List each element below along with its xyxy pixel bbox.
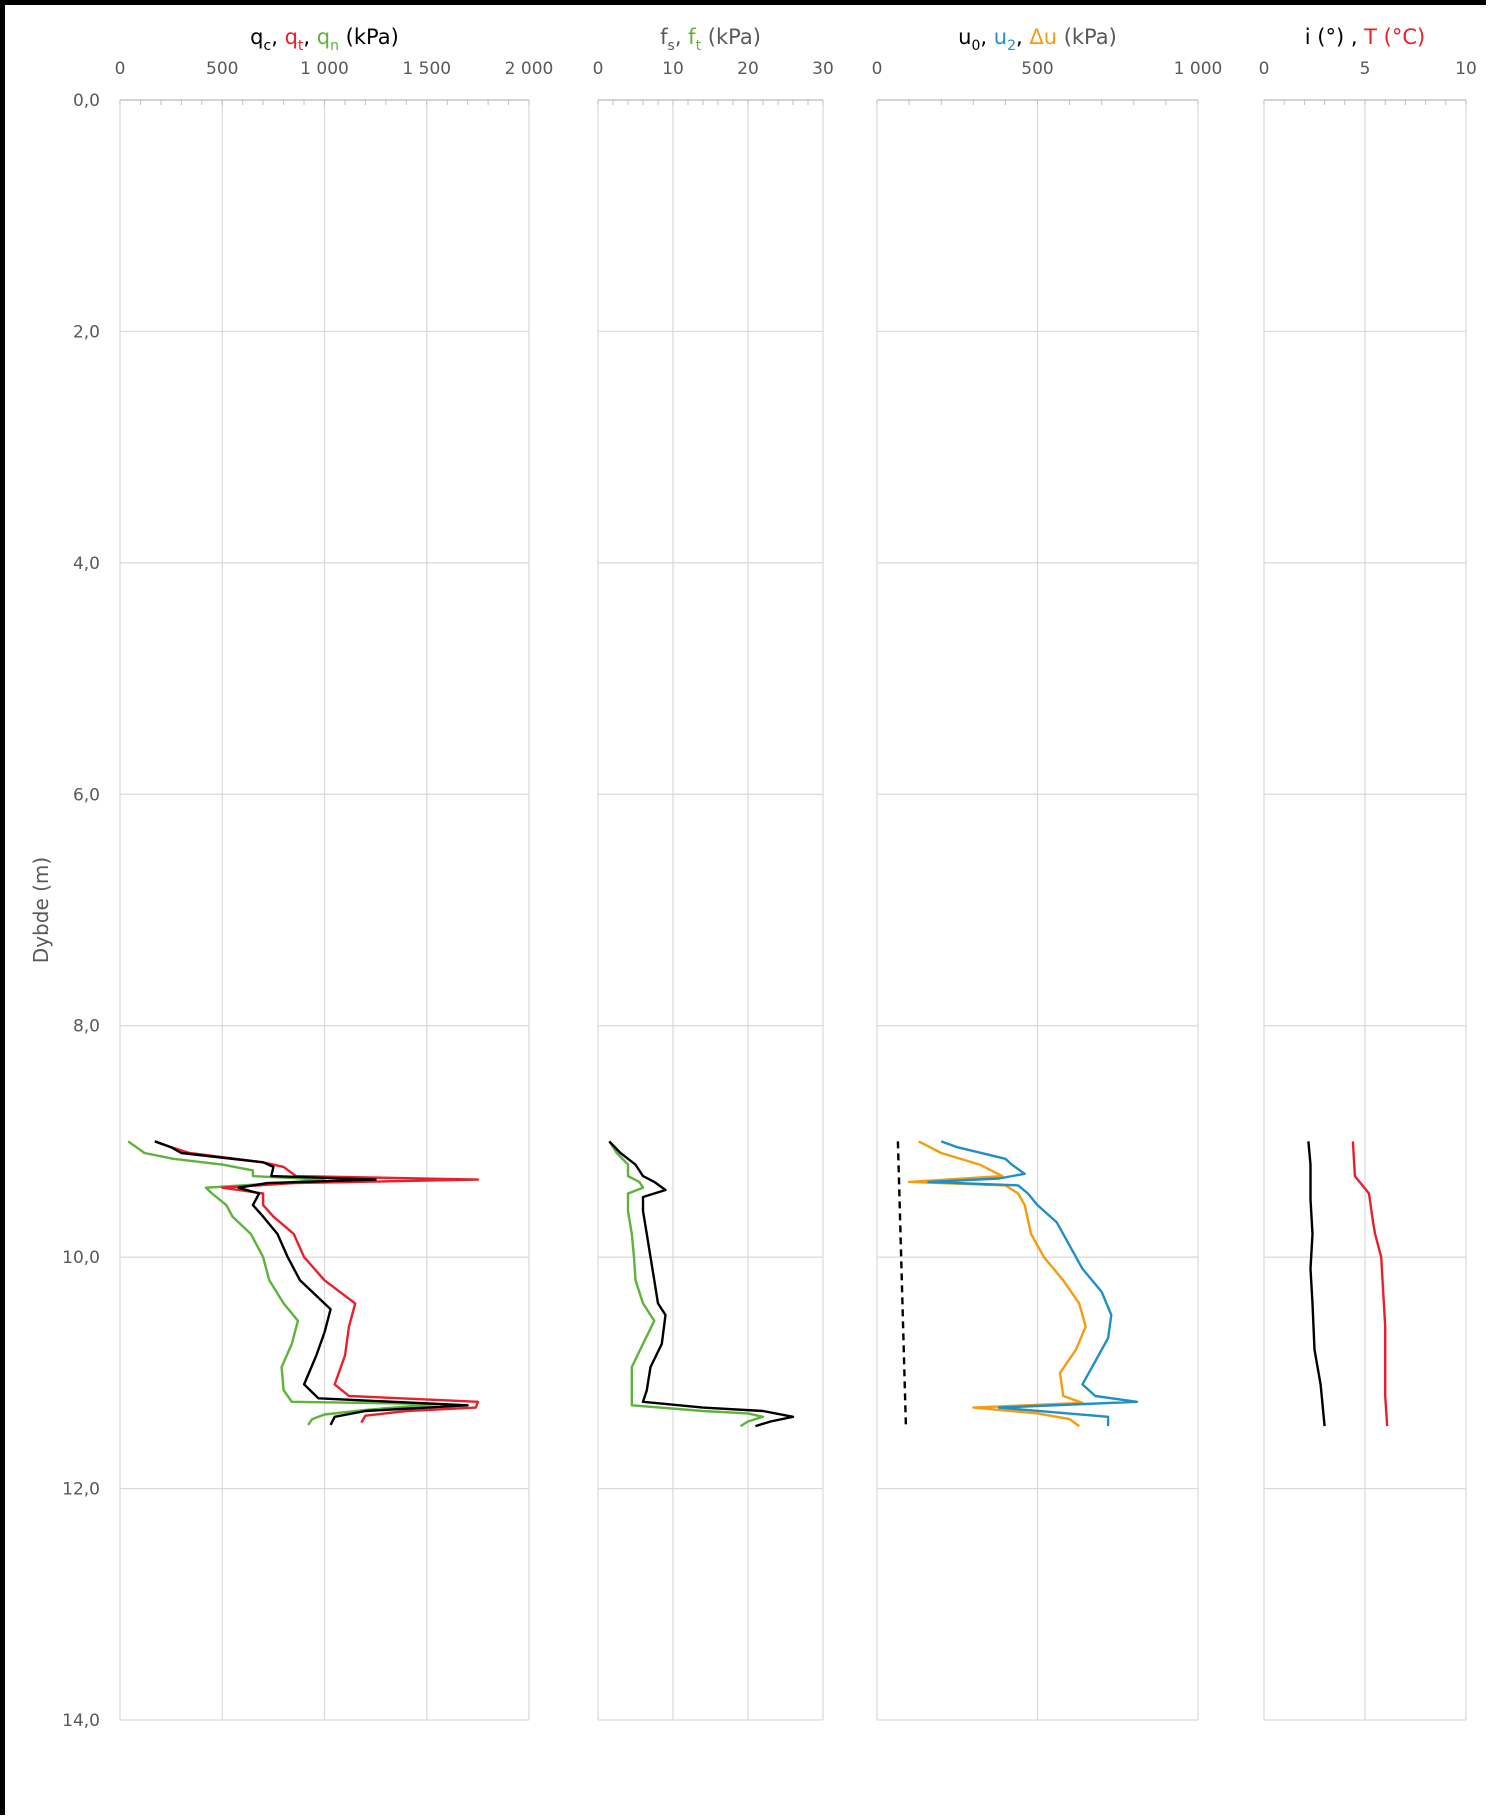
x-tick-label: 500 — [206, 59, 238, 79]
title-subscript: t — [696, 38, 702, 54]
series-line-p1-3 — [154, 1140, 469, 1426]
y-tick-label: 10,0 — [62, 1248, 100, 1268]
title-part: , — [1016, 25, 1029, 49]
y-tick-label: 12,0 — [62, 1480, 100, 1500]
series-layer — [127, 1140, 1389, 1428]
series-line-p4-2 — [1351, 1141, 1389, 1427]
title-part: (kPa) — [1057, 25, 1117, 49]
title-part: f — [688, 25, 696, 49]
x-tick-label: 1 000 — [1174, 59, 1223, 79]
x-tick-label: 10 — [662, 59, 684, 79]
x-tick-label: 1 000 — [300, 59, 349, 79]
title-part: q — [285, 25, 298, 49]
panel-title: fs, ft (kPa) — [660, 25, 761, 54]
title-part: i (°) , — [1305, 25, 1364, 49]
y-tick-label: 14,0 — [62, 1711, 100, 1731]
title-part: q — [317, 25, 330, 49]
x-tick-label: 10 — [1455, 59, 1477, 79]
y-tick-label: 6,0 — [73, 785, 100, 805]
title-part: , — [303, 25, 316, 49]
x-tick-label: 0 — [593, 59, 604, 79]
title-part: q — [250, 25, 263, 49]
y-tick-label: 8,0 — [73, 1017, 100, 1037]
title-part: (kPa) — [701, 25, 761, 49]
title-part: u — [994, 25, 1007, 49]
title-part: , — [271, 25, 284, 49]
x-tick-label: 500 — [1021, 59, 1053, 79]
series-line-p4-1 — [1307, 1141, 1326, 1427]
series-line-p2-1 — [608, 1140, 765, 1428]
series-line-p1-2 — [154, 1140, 480, 1424]
y-tick-label: 0,0 — [73, 91, 100, 111]
panel-title: qc, qt, qn (kPa) — [250, 25, 399, 54]
text-layer: Dybde (m)0,02,04,06,08,010,012,014,00 500… — [29, 25, 1477, 1731]
x-tick-label: 2 000 — [505, 59, 554, 79]
x-tick-label: 5 — [1360, 59, 1371, 79]
title-part: , — [980, 25, 993, 49]
title-part: , — [675, 25, 688, 49]
title-part: T (°C) — [1363, 25, 1425, 49]
series-line-p3-3 — [927, 1140, 1139, 1427]
title-part: (kPa) — [339, 25, 399, 49]
x-tick-label: 0 — [872, 59, 883, 79]
title-subscript: c — [264, 38, 272, 54]
series-line-p2-2 — [608, 1140, 795, 1428]
title-part: u — [958, 25, 971, 49]
title-subscript: 2 — [1007, 38, 1016, 54]
y-tick-label: 4,0 — [73, 554, 100, 574]
panel-title: i (°) , T (°C) — [1305, 25, 1425, 49]
title-subscript: 0 — [971, 38, 980, 54]
title-subscript: t — [298, 38, 304, 54]
x-tick-label: 0 — [1259, 59, 1270, 79]
y-tick-label: 2,0 — [73, 322, 100, 342]
title-subscript: n — [330, 38, 339, 54]
title-part: f — [660, 25, 668, 49]
x-tick-label: 0 — [115, 59, 126, 79]
grid-layer — [119, 99, 1467, 1721]
title-subscript: s — [668, 38, 675, 54]
x-tick-label: 20 — [737, 59, 759, 79]
x-tick-label: 1 500 — [402, 59, 451, 79]
y-axis-label: Dybde (m) — [29, 857, 53, 963]
x-tick-label: 30 — [812, 59, 834, 79]
panel-title: u0, u2, Δu (kPa) — [958, 25, 1117, 54]
title-part: Δu — [1029, 25, 1057, 49]
